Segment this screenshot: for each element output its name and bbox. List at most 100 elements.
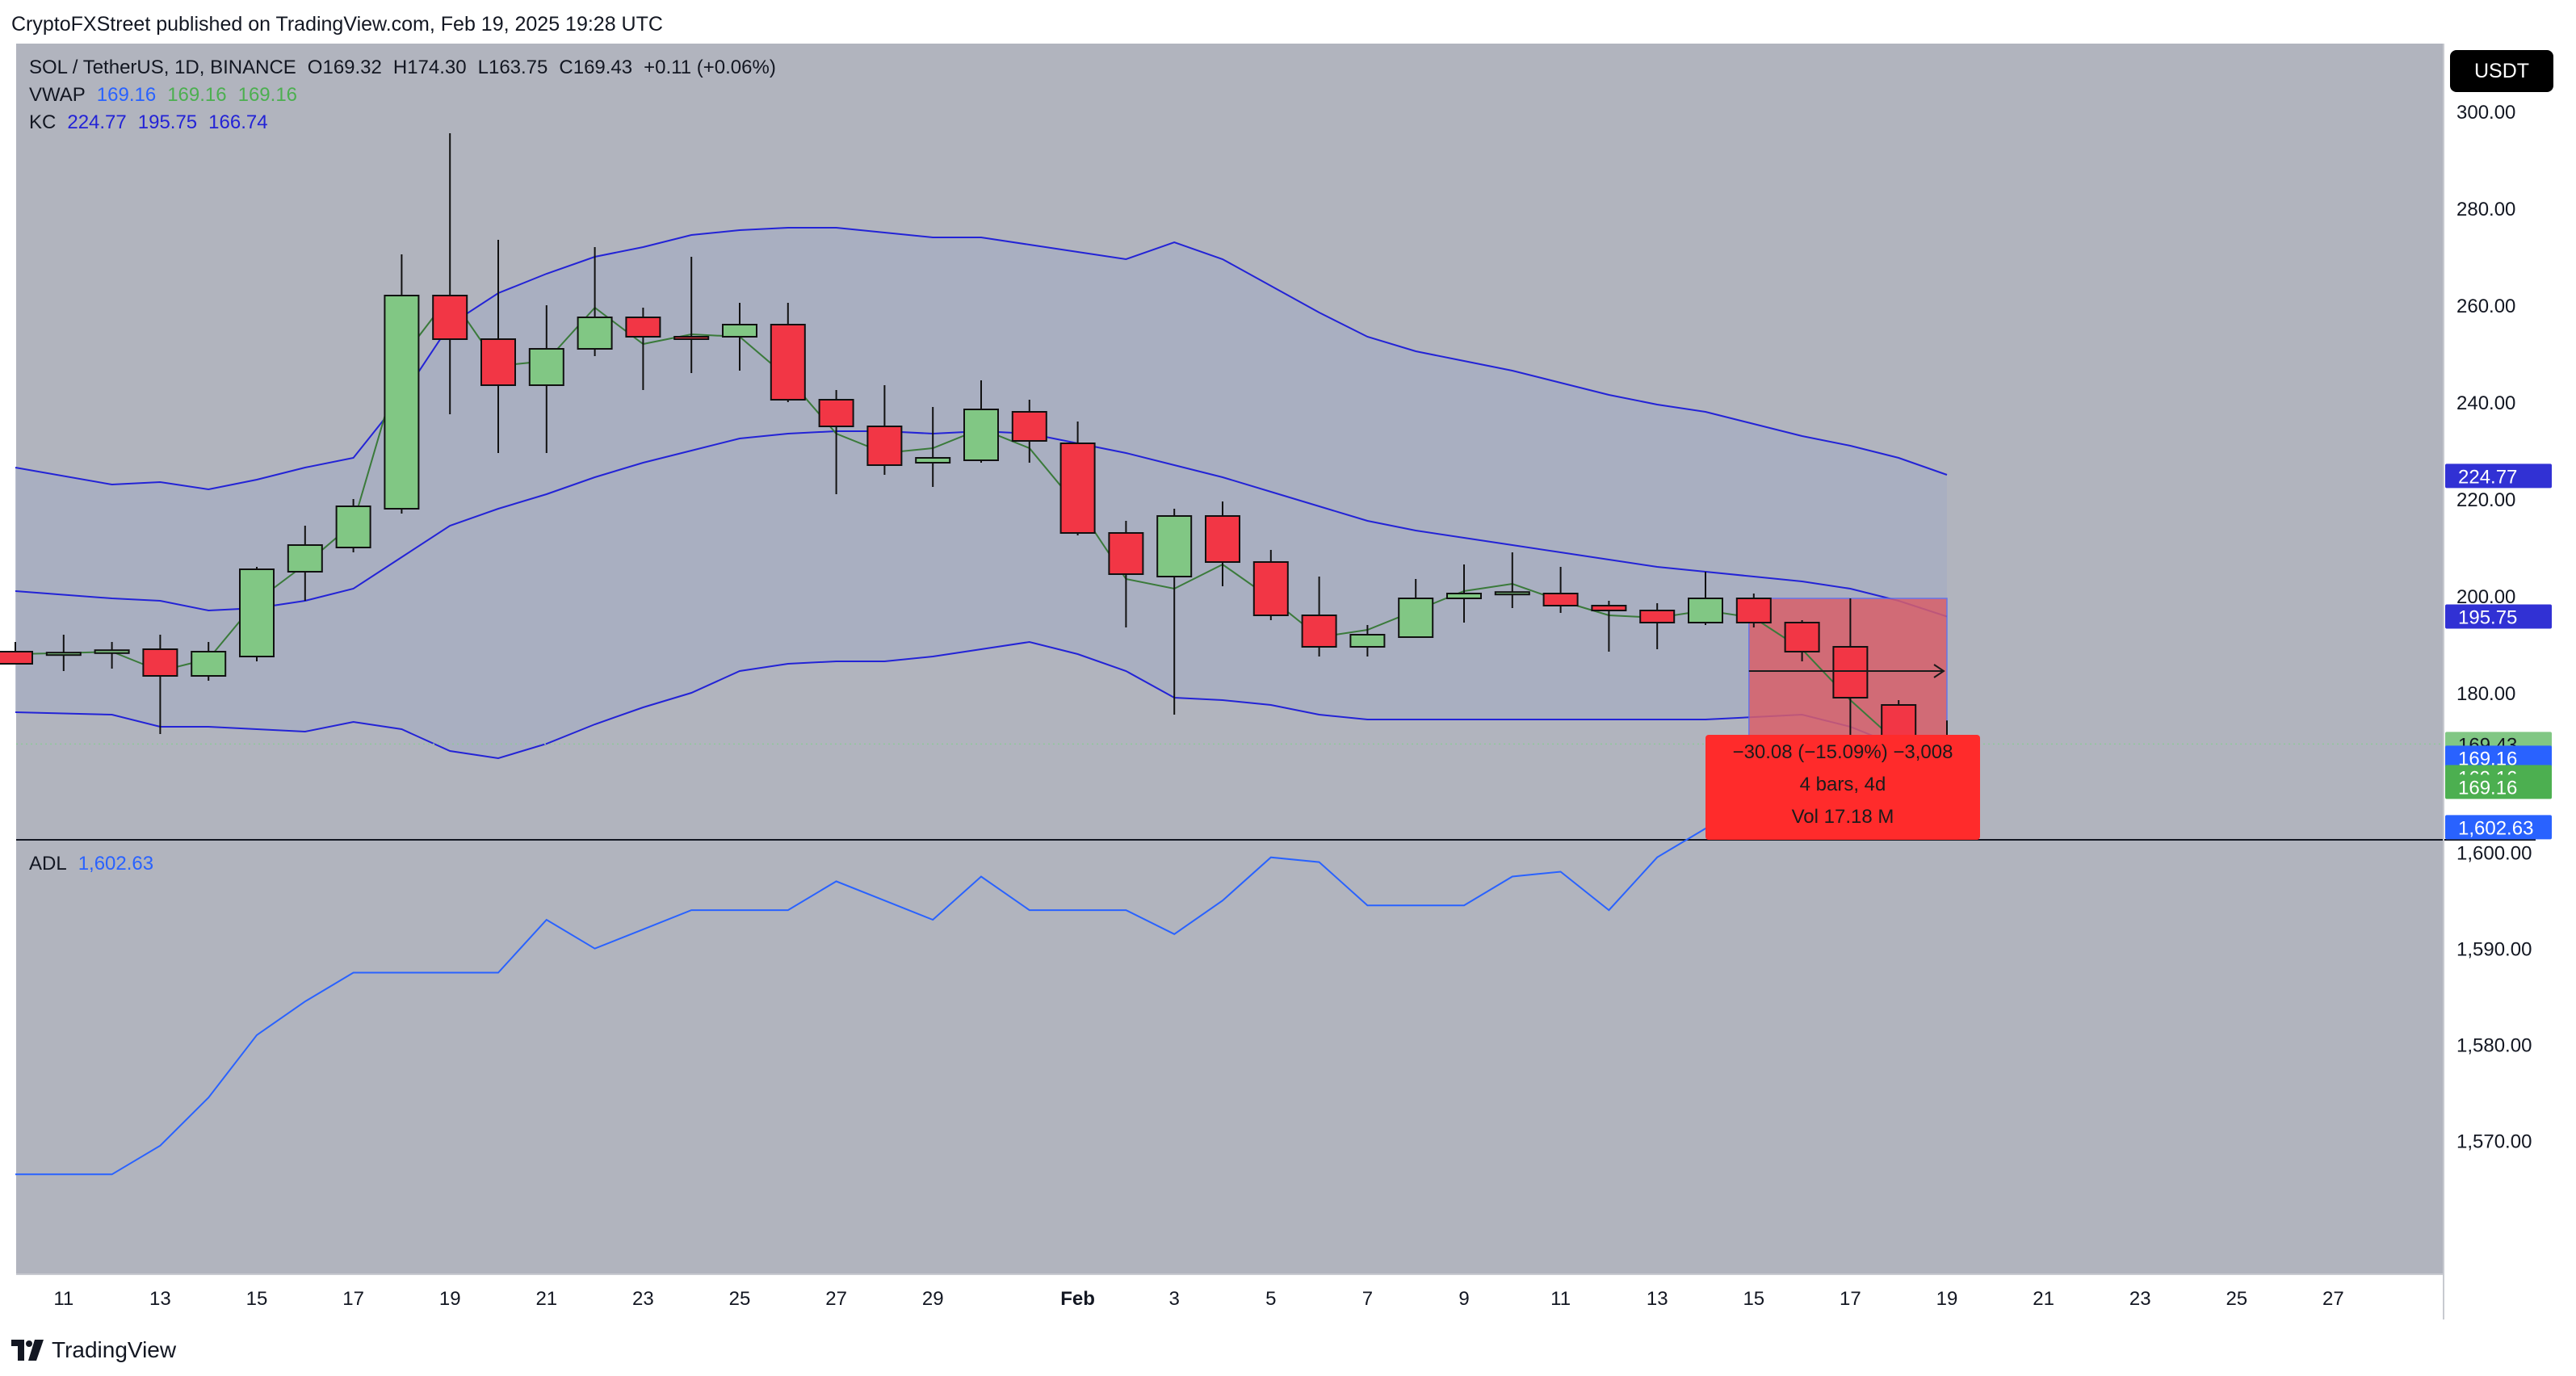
candle-4[interactable] — [191, 642, 227, 681]
kc-middle-line[interactable] — [15, 430, 1948, 618]
candle-35[interactable] — [1688, 572, 1723, 625]
candle-30[interactable] — [1446, 564, 1482, 623]
candle-20[interactable] — [963, 380, 999, 463]
symbol-legend: SOL / TetherUS, 1D, BINANCE O169.32 H174.3… — [29, 57, 787, 79]
time-tick-label: 19 — [1936, 1288, 1958, 1310]
price-badge: 195.75 — [2445, 604, 2552, 629]
candle-18[interactable] — [866, 385, 903, 475]
candle-body — [963, 409, 999, 461]
candle-5[interactable] — [239, 567, 275, 661]
price-tick-label: 180.00 — [2456, 683, 2515, 705]
candle-8[interactable] — [384, 254, 420, 514]
time-tick-label: 17 — [1840, 1288, 1861, 1310]
candle-body — [577, 317, 613, 350]
time-tick-label: 27 — [2322, 1288, 2344, 1310]
candle-body — [625, 317, 661, 338]
kc-legend[interactable]: KC 224.77 195.75 166.74 — [29, 111, 279, 134]
candle-29[interactable] — [1398, 579, 1434, 638]
measure-bars: 4 bars, 4d — [1799, 774, 1886, 795]
candle-25[interactable] — [1205, 501, 1240, 586]
vwap-value-2: 169.16 — [167, 84, 227, 106]
time-tick-label: 9 — [1458, 1288, 1469, 1310]
kc-lower-line[interactable] — [15, 640, 1948, 760]
candle-body — [480, 338, 516, 386]
candle-28[interactable] — [1349, 625, 1386, 657]
candle-31[interactable] — [1494, 552, 1530, 608]
time-tick-label: 21 — [535, 1288, 557, 1310]
adl-label: ADL — [29, 853, 67, 875]
candle-19[interactable] — [915, 407, 951, 487]
tradingview-brand: TradingView — [52, 1337, 177, 1362]
adl-tick-label: 1,570.00 — [2456, 1131, 2532, 1153]
time-tick-label: 23 — [2129, 1288, 2151, 1310]
candle-17[interactable] — [818, 390, 854, 494]
candle-24[interactable] — [1156, 509, 1193, 715]
candle-14[interactable] — [673, 257, 710, 373]
candle-16[interactable] — [770, 303, 806, 402]
candle-body — [722, 324, 757, 338]
tradingview-footer[interactable]: TradingView — [11, 1336, 176, 1365]
candle-body — [866, 426, 903, 466]
time-tick-label: 25 — [2226, 1288, 2247, 1310]
badge-bg — [2445, 464, 2552, 489]
candle-27[interactable] — [1301, 577, 1337, 657]
candle-15[interactable] — [722, 303, 757, 371]
kc-upper-line[interactable] — [15, 227, 1948, 491]
candle-body — [1205, 515, 1240, 563]
time-tick-label: 23 — [632, 1288, 654, 1310]
vwap-value-3: 169.16 — [237, 84, 298, 106]
time-tick-label: 25 — [729, 1288, 751, 1310]
adl-legend[interactable]: ADL 1,602.63 — [29, 853, 165, 875]
candle-36[interactable] — [1735, 594, 1772, 627]
candle-21[interactable] — [1011, 400, 1047, 463]
candle-2[interactable] — [94, 642, 130, 669]
candle-0[interactable] — [0, 642, 33, 665]
symbol-name[interactable]: SOL / TetherUS, 1D, BINANCE — [29, 57, 296, 78]
vwap-legend[interactable]: VWAP 169.16 169.16 169.16 — [29, 84, 308, 107]
candle-body — [1735, 598, 1772, 623]
badge-text: 195.75 — [2458, 607, 2517, 629]
candle-body — [1156, 515, 1193, 577]
candle-38[interactable] — [1832, 598, 1869, 736]
candle-body — [142, 648, 178, 677]
candle-12[interactable] — [577, 247, 613, 356]
measure-tooltip: −30.08 (−15.09%) −3,008 4 bars, 4d Vol 1… — [1705, 735, 1980, 840]
candle-body — [1688, 598, 1723, 623]
time-scale[interactable] — [16, 1274, 2444, 1319]
candle-26[interactable] — [1252, 550, 1289, 620]
adl-pane[interactable] — [16, 840, 2444, 1274]
candle-6[interactable] — [287, 526, 323, 601]
candle-body — [915, 457, 951, 464]
candle-1[interactable] — [45, 635, 82, 671]
candle-34[interactable] — [1639, 603, 1676, 649]
candle-9[interactable] — [432, 133, 468, 414]
candle-11[interactable] — [528, 305, 564, 453]
candle-33[interactable] — [1591, 601, 1627, 652]
adl-line[interactable] — [15, 803, 1948, 1176]
time-tick-label: 21 — [2033, 1288, 2054, 1310]
candle-13[interactable] — [625, 308, 661, 390]
candle-body — [1301, 615, 1337, 648]
candle-body — [287, 544, 323, 573]
candle-23[interactable] — [1108, 521, 1144, 627]
price-scale[interactable] — [2444, 44, 2576, 1319]
candle-7[interactable] — [335, 499, 371, 552]
candle-22[interactable] — [1059, 422, 1096, 535]
candle-37[interactable] — [1784, 620, 1820, 661]
candle-body — [0, 651, 33, 665]
candle-body — [1591, 605, 1627, 611]
time-tick-label: 15 — [246, 1288, 268, 1310]
candle-32[interactable] — [1542, 567, 1579, 613]
badge-bg — [2445, 774, 2552, 799]
time-tick-label: 13 — [1647, 1288, 1668, 1310]
time-tick-label: 19 — [439, 1288, 461, 1310]
candle-10[interactable] — [480, 240, 516, 453]
adl-tick-label: 1,600.00 — [2456, 843, 2532, 865]
candle-3[interactable] — [142, 635, 178, 734]
currency-button[interactable]: USDT — [2450, 50, 2553, 92]
candle-body — [335, 506, 371, 548]
candle-body — [1639, 610, 1676, 623]
kc-value-lower: 166.74 — [208, 111, 268, 133]
left-margin — [0, 44, 16, 1319]
